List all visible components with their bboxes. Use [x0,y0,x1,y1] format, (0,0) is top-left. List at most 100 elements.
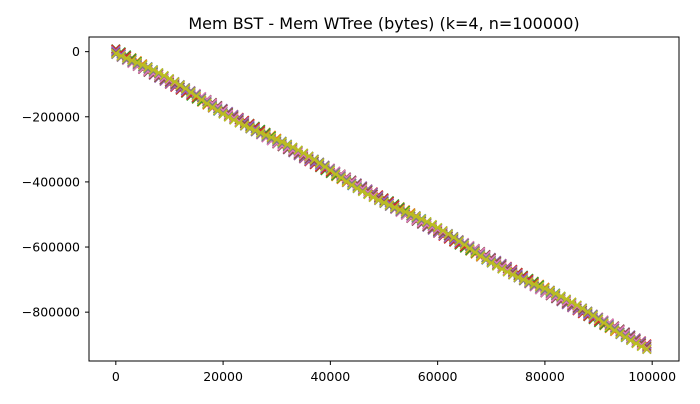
y-tick-label: −800000 [22,305,80,320]
series-9-marker [159,70,169,81]
series-9-marker [448,232,459,243]
series-9-marker [314,158,325,168]
series-9-marker [497,264,507,274]
series-9-marker [427,219,438,230]
series-9-marker [255,127,266,138]
x-tick-label: 80000 [525,369,565,384]
series-9-marker [212,105,223,116]
series-9-marker [400,207,411,217]
series-9-marker [620,332,631,343]
series-9-marker [288,142,298,152]
series-9-marker [229,115,239,125]
x-tick-label: 60000 [418,369,458,384]
chart-title: Mem BST - Mem WTree (bytes) (k=4, n=1000… [188,14,579,33]
series-9-marker [411,211,421,222]
series-9-marker [196,95,207,105]
series-9-marker [191,91,202,101]
series-9-marker [540,283,550,294]
plot-area-frame [88,36,680,362]
series-9-marker [384,200,395,210]
series-9-marker [180,84,191,94]
series-9-marker [609,325,620,336]
series-9-marker [277,137,287,147]
series-9-marker [239,120,250,131]
series-9-marker [266,132,277,143]
series-9-marker [143,62,153,73]
series-9-marker [336,173,346,183]
series-9-marker [513,272,523,282]
series-9-marker [572,300,582,310]
series-9-marker [642,344,652,354]
series-9-marker [330,169,341,179]
series-9-marker [309,154,320,165]
series-9-marker [121,53,132,63]
series-9-marker [304,151,314,162]
series-9-marker [379,197,389,208]
series-9-marker [170,77,180,87]
y-tick-label: 0 [72,44,80,59]
series-9-marker [475,251,486,261]
series-9-marker [545,286,556,296]
series-9-marker [454,236,464,246]
series-9-marker [368,192,379,203]
series-9-marker [561,294,572,304]
x-tick-label: 0 [112,369,120,384]
series-9-marker [234,118,244,128]
series-9-marker [593,314,604,325]
series-9-marker [341,176,352,187]
y-tick-label: −400000 [22,174,80,189]
series-9-marker [325,165,336,176]
series-9-marker [153,67,164,78]
series-9-marker [373,195,384,205]
series-9-marker [599,318,609,328]
series-9-marker [389,202,400,213]
series-9-marker [186,87,196,98]
series-9-marker [320,162,330,172]
series-9-marker [132,57,143,68]
series-9-marker [282,139,293,150]
series-9-marker [261,130,271,140]
series-9-marker [507,269,518,280]
series-9 [111,48,652,354]
series-9-marker [631,338,641,349]
series-9-marker [250,125,261,136]
series-9-marker [625,335,636,346]
series-9-marker [502,267,513,277]
x-tick-label: 40000 [310,369,350,384]
series-9-marker [202,98,212,109]
series-9-marker [271,134,282,145]
series-9-marker [363,189,373,200]
series-9-marker [223,112,234,122]
series-9-marker [534,281,545,292]
series-9-marker [604,321,615,332]
series-9-marker [577,303,588,314]
series-9-marker [137,60,148,70]
series-9-marker [352,183,362,194]
series-9-marker [293,145,303,155]
series-9-marker [518,274,529,285]
series-9-marker [218,109,228,119]
series-9-marker [486,258,497,268]
x-tick-label: 20000 [203,369,243,384]
series-9-marker [422,216,432,227]
series-9-marker [443,229,454,239]
series-9-marker [357,186,368,197]
series-9-marker [438,225,448,236]
series-layer [111,44,652,355]
series-9-marker [481,254,491,265]
series-9-marker [111,48,121,59]
series-9-marker [416,214,427,224]
y-tick-label: −200000 [22,109,80,124]
series-9-marker [470,247,480,258]
series-9-marker [175,80,185,91]
series-9-marker [615,329,625,339]
series-9-marker [432,222,443,233]
series-9-marker [550,288,561,299]
y-tick-label: −600000 [22,240,80,255]
series-9-marker [583,307,593,317]
series-9-marker [395,204,405,215]
series-9-marker [529,279,539,289]
series-9-marker [164,73,175,84]
